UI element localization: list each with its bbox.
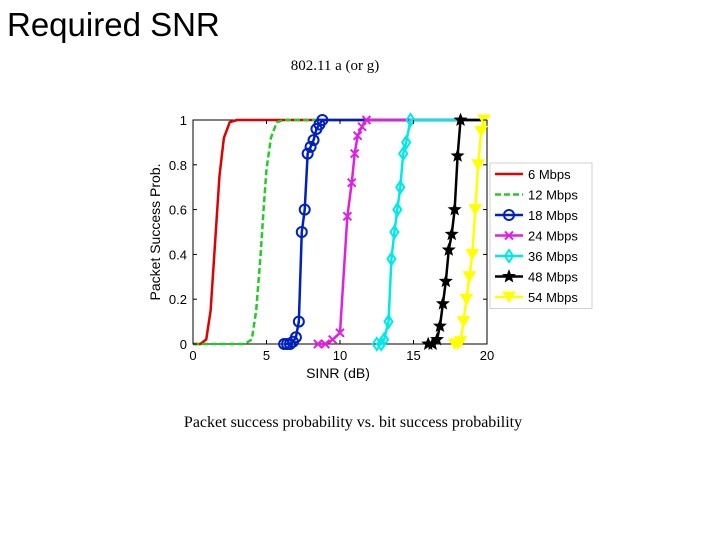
data-point xyxy=(474,125,489,138)
data-point xyxy=(456,316,471,328)
legend-marker xyxy=(503,209,515,221)
data-point xyxy=(289,331,302,344)
data-point xyxy=(468,204,483,216)
data-point xyxy=(375,336,387,352)
y-tick-label: 1 xyxy=(180,113,187,128)
data-point xyxy=(304,140,317,153)
legend-marker xyxy=(504,230,514,241)
legend-marker xyxy=(501,269,517,283)
data-point xyxy=(386,251,397,267)
data-point xyxy=(361,115,372,125)
data-point xyxy=(313,339,323,349)
data-point xyxy=(295,226,308,238)
data-point xyxy=(471,159,486,171)
legend-label: 18 Mbps xyxy=(528,208,578,223)
data-point xyxy=(392,201,403,218)
legend-marker xyxy=(502,291,516,303)
data-point xyxy=(327,334,338,345)
data-point xyxy=(450,148,465,162)
legend-label: 54 Mbps xyxy=(528,290,578,305)
data-point xyxy=(435,296,450,310)
data-point xyxy=(444,226,459,241)
data-point xyxy=(462,271,477,283)
data-point xyxy=(352,130,363,141)
data-point xyxy=(465,248,480,261)
data-point xyxy=(453,112,468,126)
data-point xyxy=(447,202,462,216)
legend-label: 12 Mbps xyxy=(528,188,578,203)
data-point xyxy=(459,293,474,306)
data-point xyxy=(284,338,297,350)
y-tick-label: 0.8 xyxy=(169,158,187,173)
data-point xyxy=(301,147,314,160)
y-tick-label: 0 xyxy=(180,337,187,352)
slide-title: Required SNR xyxy=(7,6,220,43)
x-tick-label: 10 xyxy=(333,348,347,363)
x-tick-label: 20 xyxy=(480,348,494,363)
legend: 6 Mbps 12 Mbps 18 Mbps 24 Mbps 36 Mbps 48 Mbp… xyxy=(489,162,593,309)
legend-marker xyxy=(503,248,515,264)
legend-label: 48 Mbps xyxy=(528,270,578,285)
slide-caption: Packet success probability vs. bit succe… xyxy=(183,414,523,431)
data-point xyxy=(383,313,394,330)
y-tick-label: 0.4 xyxy=(169,247,187,262)
data-point xyxy=(347,178,357,188)
data-point xyxy=(342,211,353,222)
data-point xyxy=(357,122,367,132)
y-axis-label: Packet Success Prob. xyxy=(147,164,163,301)
series-line-2 xyxy=(284,118,487,346)
series-line-1 xyxy=(193,118,487,346)
chart-subtitle: 802.11 a (or g) xyxy=(290,58,380,74)
y-tick-label: 0.2 xyxy=(169,292,187,307)
data-point xyxy=(320,339,331,349)
data-point xyxy=(400,134,412,151)
data-point xyxy=(307,134,320,147)
data-point xyxy=(395,179,406,196)
legend-label: 6 Mbps xyxy=(528,167,571,182)
x-axis-label: SINR (dB) xyxy=(306,365,370,381)
data-point xyxy=(453,336,468,348)
data-point xyxy=(432,318,447,333)
data-point xyxy=(430,332,445,346)
data-point xyxy=(438,273,453,288)
series-line-0 xyxy=(193,118,487,346)
data-point xyxy=(335,328,345,338)
data-point xyxy=(298,203,311,216)
data-point xyxy=(378,331,390,348)
data-point xyxy=(389,224,400,240)
x-tick-label: 0 xyxy=(189,348,196,363)
plot-area xyxy=(192,119,488,345)
data-point xyxy=(292,315,305,328)
y-tick-label: 0.6 xyxy=(169,203,187,218)
data-point xyxy=(349,148,360,159)
x-tick-label: 15 xyxy=(406,348,420,363)
data-point xyxy=(398,145,409,162)
legend-label: 36 Mbps xyxy=(528,249,578,264)
data-point xyxy=(405,112,416,128)
data-point xyxy=(316,114,329,126)
legend-label: 24 Mbps xyxy=(528,229,578,244)
x-tick-label: 5 xyxy=(263,348,270,363)
data-point xyxy=(441,242,456,256)
